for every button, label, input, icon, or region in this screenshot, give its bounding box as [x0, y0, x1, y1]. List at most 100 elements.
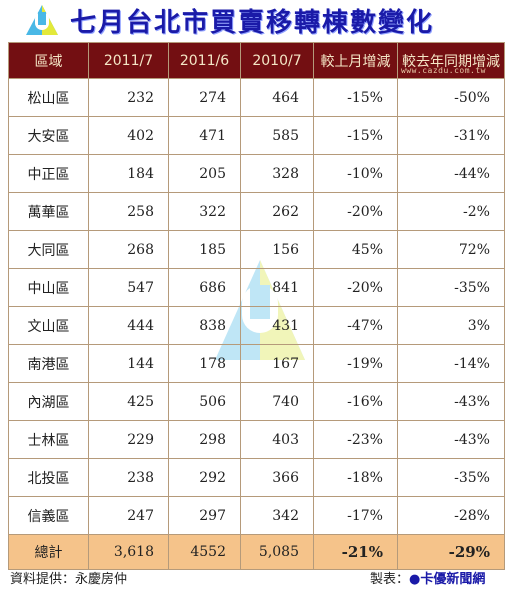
value-cell: 274 [168, 78, 241, 117]
maker-credit: 製表：●卡優新聞網 [370, 568, 485, 587]
value-cell: 258 [88, 192, 169, 231]
region-cell: 大安區 [8, 116, 89, 155]
value-cell: 185 [168, 230, 241, 269]
value-cell: -31% [397, 116, 505, 155]
maker-label: 製表： [370, 572, 410, 587]
site-watermark: www.cazdu.com.tw [400, 66, 486, 75]
value-cell: -44% [397, 154, 505, 193]
value-cell: 238 [88, 458, 169, 497]
table-row: 大同區 268 185 156 45% 72% [8, 230, 505, 269]
value-cell: 506 [168, 382, 241, 421]
value-cell: -50% [397, 78, 505, 117]
column-header-label: 較去年同期增減 [402, 53, 500, 70]
value-cell: 144 [88, 344, 169, 383]
value-cell: 297 [168, 496, 241, 535]
value-cell: -23% [313, 420, 398, 459]
value-cell: -15% [313, 78, 398, 117]
value-cell: 740 [240, 382, 314, 421]
u-logo-icon [26, 5, 58, 35]
table-row: 中山區 547 686 841 -20% -35% [8, 268, 505, 307]
table-row: 信義區 247 297 342 -17% -28% [8, 496, 505, 535]
value-cell: -17% [313, 496, 398, 535]
region-cell: 大同區 [8, 230, 89, 269]
region-cell: 北投區 [8, 458, 89, 497]
table-row: 大安區 402 471 585 -15% -31% [8, 116, 505, 155]
value-cell: 298 [168, 420, 241, 459]
value-cell: 322 [168, 192, 241, 231]
column-header: 較去年同期增減 www.cazdu.com.tw [397, 42, 505, 79]
value-cell: 403 [240, 420, 314, 459]
region-cell: 南港區 [8, 344, 89, 383]
value-cell: 178 [168, 344, 241, 383]
value-cell: 841 [240, 268, 314, 307]
value-cell: -20% [313, 192, 398, 231]
region-cell: 萬華區 [8, 192, 89, 231]
table-row: 文山區 444 838 431 -47% 3% [8, 306, 505, 345]
value-cell: 292 [168, 458, 241, 497]
value-cell: -28% [397, 496, 505, 535]
page-header: 七月台北市買賣移轉棟數變化 [0, 0, 512, 40]
value-cell: 3% [397, 306, 505, 345]
total-label: 總計 [8, 534, 89, 570]
value-cell: -35% [397, 268, 505, 307]
total-value: 3,618 [88, 534, 169, 570]
table-row: 中正區 184 205 328 -10% -44% [8, 154, 505, 193]
value-cell: -43% [397, 420, 505, 459]
region-cell: 松山區 [8, 78, 89, 117]
value-cell: 156 [240, 230, 314, 269]
value-cell: 547 [88, 268, 169, 307]
page-footer: 資料提供：永慶房仲 製表：●卡優新聞網 [0, 565, 512, 590]
column-header: 區域 [8, 42, 89, 79]
value-cell: 366 [240, 458, 314, 497]
table-row: 萬華區 258 322 262 -20% -2% [8, 192, 505, 231]
value-cell: -43% [397, 382, 505, 421]
region-cell: 信義區 [8, 496, 89, 535]
value-cell: -35% [397, 458, 505, 497]
value-cell: 72% [397, 230, 505, 269]
value-cell: 229 [88, 420, 169, 459]
value-cell: 184 [88, 154, 169, 193]
page-title: 七月台北市買賣移轉棟數變化 [70, 8, 435, 38]
value-cell: -47% [313, 306, 398, 345]
value-cell: -16% [313, 382, 398, 421]
value-cell: 328 [240, 154, 314, 193]
total-row: 總計 3,618 4552 5,085 -21% -29% [8, 534, 505, 570]
table-row: 北投區 238 292 366 -18% -35% [8, 458, 505, 497]
value-cell: -18% [313, 458, 398, 497]
value-cell: -15% [313, 116, 398, 155]
value-cell: 232 [88, 78, 169, 117]
value-cell: -2% [397, 192, 505, 231]
value-cell: -14% [397, 344, 505, 383]
total-value: 5,085 [240, 534, 314, 570]
value-cell: 262 [240, 192, 314, 231]
table-row: 松山區 232 274 464 -15% -50% [8, 78, 505, 117]
maker-brand: 卡優新聞網 [420, 572, 486, 587]
table-row: 南港區 144 178 167 -19% -14% [8, 344, 505, 383]
region-cell: 文山區 [8, 306, 89, 345]
value-cell: 205 [168, 154, 241, 193]
value-cell: 425 [88, 382, 169, 421]
total-value: -21% [313, 534, 398, 570]
value-cell: -10% [313, 154, 398, 193]
column-header: 2011/7 [88, 42, 169, 79]
table-row: 士林區 229 298 403 -23% -43% [8, 420, 505, 459]
total-value: -29% [397, 534, 505, 570]
value-cell: 45% [313, 230, 398, 269]
value-cell: 167 [240, 344, 314, 383]
region-cell: 中正區 [8, 154, 89, 193]
column-header: 2011/6 [168, 42, 241, 79]
data-source-note: 資料提供：永慶房仲 [10, 572, 128, 587]
value-cell: 268 [88, 230, 169, 269]
value-cell: 471 [168, 116, 241, 155]
value-cell: 838 [168, 306, 241, 345]
value-cell: 585 [240, 116, 314, 155]
column-header: 較上月增減 [313, 42, 398, 79]
table-header-row: 區域 2011/7 2011/6 2010/7 較上月增減 較去年同期增減 ww… [8, 42, 505, 79]
column-header: 2010/7 [240, 42, 314, 79]
value-cell: 444 [88, 306, 169, 345]
value-cell: 342 [240, 496, 314, 535]
region-cell: 內湖區 [8, 382, 89, 421]
value-cell: 686 [168, 268, 241, 307]
brand-bullet-icon: ● [409, 572, 421, 587]
value-cell: 247 [88, 496, 169, 535]
